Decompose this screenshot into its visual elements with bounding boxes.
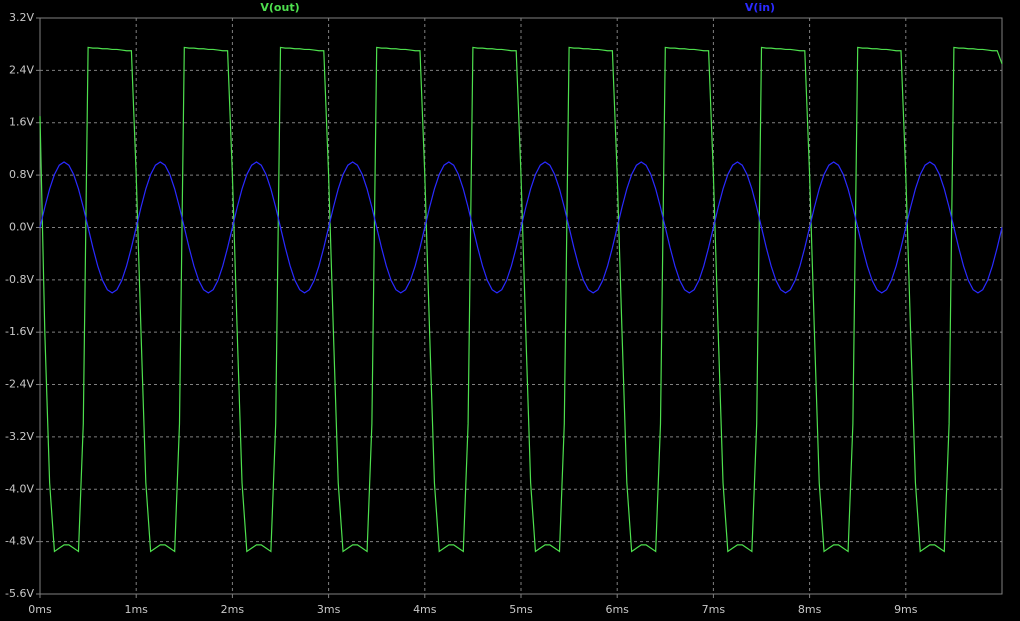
- x-tick-label: 3ms: [317, 603, 341, 616]
- y-tick-label: 1.6V: [9, 116, 34, 129]
- x-tick-label: 2ms: [221, 603, 245, 616]
- y-tick-label: -5.6V: [5, 587, 34, 600]
- x-tick-label: 1ms: [124, 603, 148, 616]
- y-tick-label: 0.0V: [9, 220, 34, 233]
- y-tick-label: -1.6V: [5, 325, 34, 338]
- y-tick-label: 2.4V: [9, 63, 34, 76]
- x-tick-label: 6ms: [605, 603, 629, 616]
- y-tick-label: -4.8V: [5, 535, 34, 548]
- series-line: [39, 161, 1003, 294]
- legend-label: V(in): [745, 1, 775, 14]
- plot-frame: [39, 17, 1003, 595]
- y-tick-label: -2.4V: [5, 378, 34, 391]
- legend-label: V(out): [260, 1, 299, 14]
- x-tick-label: 4ms: [413, 603, 437, 616]
- y-tick-label: -3.2V: [5, 430, 34, 443]
- y-tick-label: -4.0V: [5, 482, 34, 495]
- x-tick-label: 9ms: [894, 603, 918, 616]
- y-tick-label: 3.2V: [9, 11, 34, 24]
- x-tick-label: 7ms: [702, 603, 726, 616]
- series-line: [39, 46, 1003, 553]
- x-tick-label: 0ms: [28, 603, 52, 616]
- y-tick-label: 0.8V: [9, 168, 34, 181]
- x-tick-label: 8ms: [798, 603, 822, 616]
- x-tick-label: 5ms: [509, 603, 533, 616]
- y-tick-label: -0.8V: [5, 273, 34, 286]
